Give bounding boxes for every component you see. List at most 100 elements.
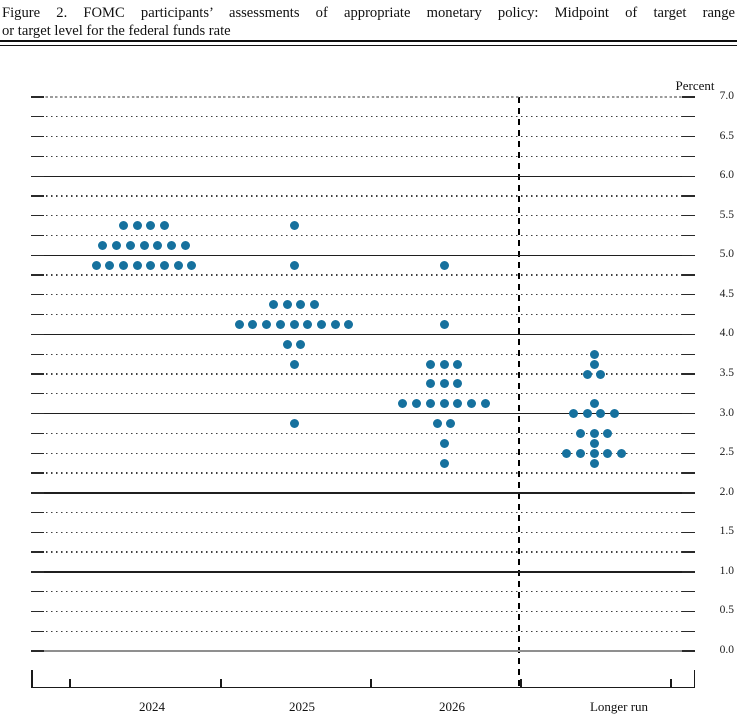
gridline-1.00: [31, 571, 695, 573]
y-axis-tick-label: 2.0: [719, 485, 734, 498]
y-axis-tick-label: 1.5: [719, 525, 734, 538]
gridline-end-tick: [31, 135, 44, 138]
projection-dot: [596, 369, 606, 379]
gridline-end-tick: [682, 511, 695, 514]
gridline-end-tick: [682, 155, 695, 157]
gridline-5.00: [31, 254, 695, 257]
gridline-6.50: [31, 135, 695, 138]
gridline-1.50: [31, 531, 695, 533]
gridline-0.50: [31, 610, 695, 613]
gridline-end-tick: [682, 531, 695, 533]
gridline-end-tick: [31, 234, 44, 237]
x-axis-section-tick: [69, 679, 71, 688]
gridline-2.50: [31, 452, 695, 454]
projection-dot: [432, 418, 442, 428]
projection-dot: [398, 399, 408, 409]
gridline-1.25: [31, 551, 695, 553]
projection-dot: [275, 320, 285, 330]
x-axis-label-2026: 2026: [439, 699, 465, 714]
gridline-end-tick: [31, 294, 44, 296]
gridline-end-tick: [682, 96, 695, 98]
gridline-end-tick: [682, 116, 695, 118]
projection-dot: [589, 438, 599, 448]
gridline-end-tick: [682, 373, 695, 375]
projection-dot: [153, 240, 163, 250]
gridline-end-tick: [682, 472, 695, 474]
gridline-end-tick: [31, 531, 44, 533]
gridline-6.00: [31, 175, 695, 178]
gridline-end-tick: [682, 254, 695, 257]
projection-dot: [118, 221, 128, 231]
gridline-5.75: [31, 195, 695, 197]
gridline-end-tick: [682, 591, 695, 593]
gridline-6.25: [31, 155, 695, 157]
gridline-5.50: [31, 215, 695, 217]
gridline-end-tick: [682, 175, 695, 178]
x-axis-section-tick: [220, 679, 222, 688]
projection-dot: [146, 221, 156, 231]
projection-dot: [118, 260, 128, 270]
gridline-end-tick: [682, 314, 695, 316]
projection-dot: [425, 399, 435, 409]
projection-dot: [589, 448, 599, 458]
gridline-5.25: [31, 234, 695, 237]
projection-dot: [268, 300, 278, 310]
projection-dot: [562, 448, 572, 458]
projection-dot: [439, 359, 449, 369]
projection-dot: [575, 448, 585, 458]
gridline-end-tick: [682, 551, 695, 553]
gridline-4.75: [31, 274, 695, 276]
projection-dot: [248, 320, 258, 330]
gridline-end-tick: [682, 412, 695, 415]
gridline-end-tick: [31, 432, 44, 434]
gridline-3.00: [31, 412, 695, 415]
projection-dot: [480, 399, 490, 409]
y-axis-unit-label: Percent: [675, 78, 715, 93]
gridline-end-tick: [682, 135, 695, 138]
gridline-end-tick: [31, 274, 44, 276]
gridline-end-tick: [682, 274, 695, 276]
projection-dot: [160, 260, 170, 270]
projection-dot: [112, 240, 122, 250]
gridline-2.75: [31, 432, 695, 434]
projection-dot: [132, 260, 142, 270]
gridline-4.25: [31, 314, 695, 316]
y-axis-tick-label: 4.5: [719, 287, 734, 300]
figure-title-line1: Figure 2. FOMC participants’ assessments…: [2, 5, 735, 21]
projection-dot: [310, 300, 320, 310]
gridline-1.75: [31, 511, 695, 514]
gridline-end-tick: [31, 314, 44, 316]
y-axis-tick-label: 4.0: [719, 327, 734, 340]
projection-dot: [262, 320, 272, 330]
y-axis-tick-label: 5.5: [719, 208, 734, 221]
projection-dot: [589, 349, 599, 359]
projection-dot: [616, 448, 626, 458]
gridline-4.50: [31, 294, 695, 296]
projection-dot: [289, 320, 299, 330]
gridline-end-tick: [31, 472, 44, 474]
x-axis-section-tick: [520, 679, 522, 688]
projection-dot: [453, 379, 463, 389]
projection-dot: [453, 399, 463, 409]
gridline-end-tick: [31, 630, 44, 632]
projection-dot: [575, 428, 585, 438]
gridline-0.00: [31, 650, 695, 652]
projection-dot: [125, 240, 135, 250]
gridline-end-tick: [682, 432, 695, 434]
gridline-end-tick: [682, 492, 695, 494]
figure-title-line2: or target level for the federal funds ra…: [2, 23, 231, 39]
projection-dot: [589, 458, 599, 468]
gridline-end-tick: [682, 215, 695, 217]
gridline-0.75: [31, 591, 695, 593]
projection-dot: [132, 221, 142, 231]
projection-dot: [303, 320, 313, 330]
projection-dot: [105, 260, 115, 270]
projection-dot: [289, 359, 299, 369]
y-axis-tick-label: 0.5: [719, 604, 734, 617]
projection-dot: [344, 320, 354, 330]
gridline-end-tick: [31, 175, 44, 178]
projection-dot: [91, 260, 101, 270]
gridline-3.75: [31, 353, 695, 355]
projection-dot: [296, 339, 306, 349]
